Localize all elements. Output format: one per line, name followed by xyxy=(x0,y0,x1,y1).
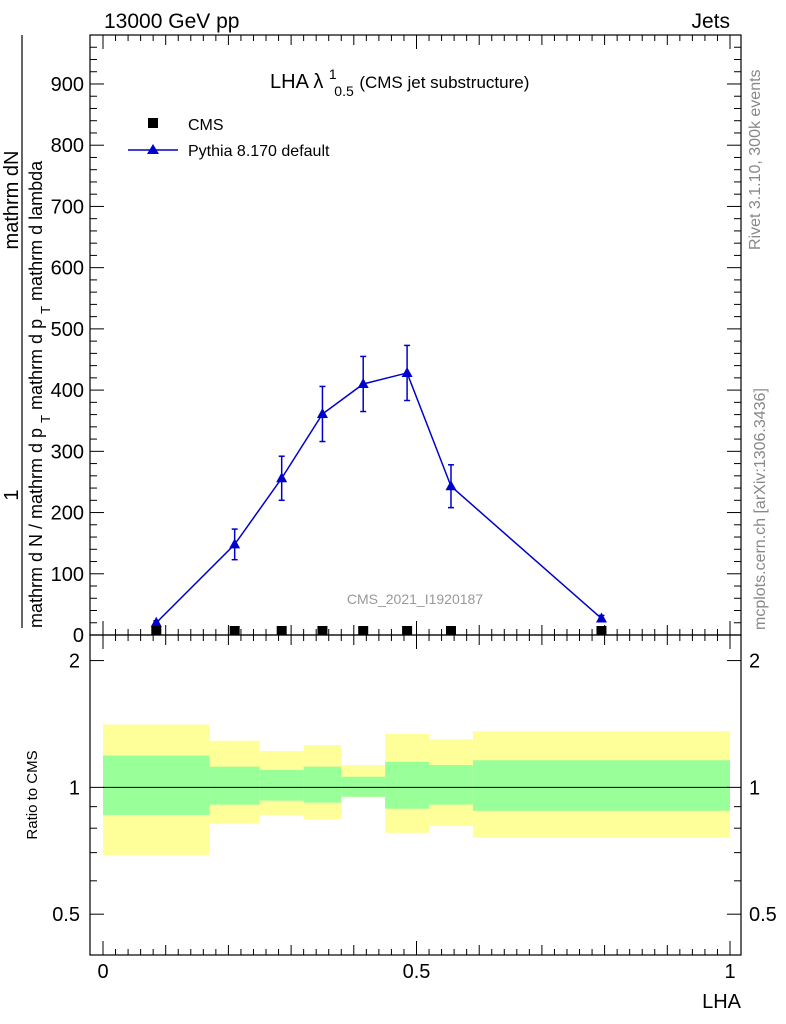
main-y-axis-label: 1 mathrm dN mathrm d N / mathrm d p T ma… xyxy=(1,35,54,628)
ratio-inner-band xyxy=(472,760,730,811)
main-x-ticks xyxy=(102,35,731,635)
ratio-inner-band xyxy=(303,766,342,803)
y-label-denom-sub-1: T xyxy=(38,415,53,423)
cms-point xyxy=(596,626,607,635)
main-y-tick-label: 300 xyxy=(51,441,84,463)
pythia-point xyxy=(229,538,241,549)
pythia-point xyxy=(276,472,288,483)
cms-point xyxy=(402,626,413,635)
main-y-tick-label: 900 xyxy=(51,74,84,96)
x-tick-label: 0 xyxy=(97,961,108,983)
ratio-frame xyxy=(89,634,742,956)
energy-label: 13000 GeV pp xyxy=(104,10,239,33)
rivet-label: Rivet 3.1.10, 300k events xyxy=(747,69,764,250)
y-label-denom-2: mathrm d p xyxy=(26,319,46,410)
pythia-point xyxy=(445,480,457,491)
y-label-numerator-2: mathrm dN xyxy=(1,151,23,250)
x-axis-label: LHA xyxy=(702,991,742,1013)
pythia-point xyxy=(316,407,328,418)
ratio-y-tick-label-right: 1 xyxy=(749,777,760,799)
ratio-y-tick-label-right: 2 xyxy=(749,651,760,673)
cms-point xyxy=(276,626,287,635)
pythia-point xyxy=(401,366,413,377)
ratio-y-ticks: 0.5 0.5 1 1 2 2 xyxy=(52,651,777,956)
cms-point xyxy=(358,626,369,635)
main-panel: 0 100 200 300 400 500 600 700 800 900 LHA λ 1 0.5… xyxy=(1,34,742,647)
cms-point xyxy=(445,626,456,635)
main-y-ticks: 0 100 200 300 400 500 600 700 800 900 xyxy=(51,34,741,647)
plot-title-sub: 0.5 xyxy=(334,83,354,99)
main-y-tick-label: 700 xyxy=(51,196,84,218)
ratio-panel: 0.5 0.51 12 2 0 0.5 1 Ratio to CMS xyxy=(24,634,777,983)
y-label-denom-sub-2: T xyxy=(38,306,53,314)
ratio-inner-band xyxy=(429,765,473,805)
plot-title-main: LHA λ xyxy=(270,71,323,93)
y-label-denom-1: mathrm d N / mathrm d p xyxy=(26,428,46,628)
ratio-inner-band xyxy=(259,769,304,801)
legend-pythia-marker xyxy=(147,144,159,154)
main-y-tick-label: 600 xyxy=(51,258,84,280)
pythia-point xyxy=(595,612,607,623)
ratio-inner-band xyxy=(209,766,260,805)
ratio-y-label: Ratio to CMS xyxy=(24,750,41,839)
x-tick-label: 0.5 xyxy=(403,961,431,983)
main-y-tick-label: 400 xyxy=(51,380,84,402)
y-label-numerator-1: 1 xyxy=(1,489,23,500)
y-label-denominator: mathrm d N / mathrm d p T mathrm d p T m… xyxy=(26,160,54,628)
main-y-tick-label: 500 xyxy=(51,319,84,341)
plot-title: LHA λ 1 0.5 (CMS jet substructure) xyxy=(270,62,529,101)
y-label-denom-3: mathrm d lambda xyxy=(26,160,46,301)
ratio-inner-band xyxy=(385,761,430,809)
pythia-line xyxy=(155,372,602,624)
ratio-y-tick-label-left: 1 xyxy=(69,777,80,799)
main-y-tick-label: 200 xyxy=(51,503,84,525)
analysis-watermark: CMS_2021_I1920187 xyxy=(347,591,483,607)
ratio-inner-band xyxy=(103,755,210,815)
main-y-tick-label: 800 xyxy=(51,135,84,157)
series-layer xyxy=(150,344,607,635)
main-y-tick-label: 0 xyxy=(73,625,84,647)
legend: CMS Pythia 8.170 default xyxy=(128,117,330,160)
ratio-inner-band xyxy=(341,776,386,797)
legend-cms-marker xyxy=(148,118,158,128)
legend-pythia-label: Pythia 8.170 default xyxy=(188,143,330,160)
ratio-y-tick-label-left: 2 xyxy=(69,651,80,673)
mcplots-label: mcplots.cern.ch [arXiv:1306.3436] xyxy=(752,388,769,630)
category-label: Jets xyxy=(691,10,730,33)
ratio-bands xyxy=(103,724,730,856)
x-tick-label: 1 xyxy=(724,961,735,983)
cms-point xyxy=(151,626,162,635)
cms-point xyxy=(229,626,240,635)
plot-title-rest: (CMS jet substructure) xyxy=(359,73,529,92)
ratio-y-tick-label-left: 0.5 xyxy=(52,904,80,926)
ratio-y-tick-label-right: 0.5 xyxy=(749,904,777,926)
cms-point xyxy=(317,626,328,635)
pythia-point xyxy=(150,616,162,627)
main-y-tick-label: 100 xyxy=(51,564,84,586)
legend-cms-label: CMS xyxy=(188,117,224,134)
ratio-x-ticks: 0 0.5 1 xyxy=(97,635,736,983)
pythia-point xyxy=(357,377,369,388)
plot-title-sup: 1 xyxy=(329,66,337,82)
